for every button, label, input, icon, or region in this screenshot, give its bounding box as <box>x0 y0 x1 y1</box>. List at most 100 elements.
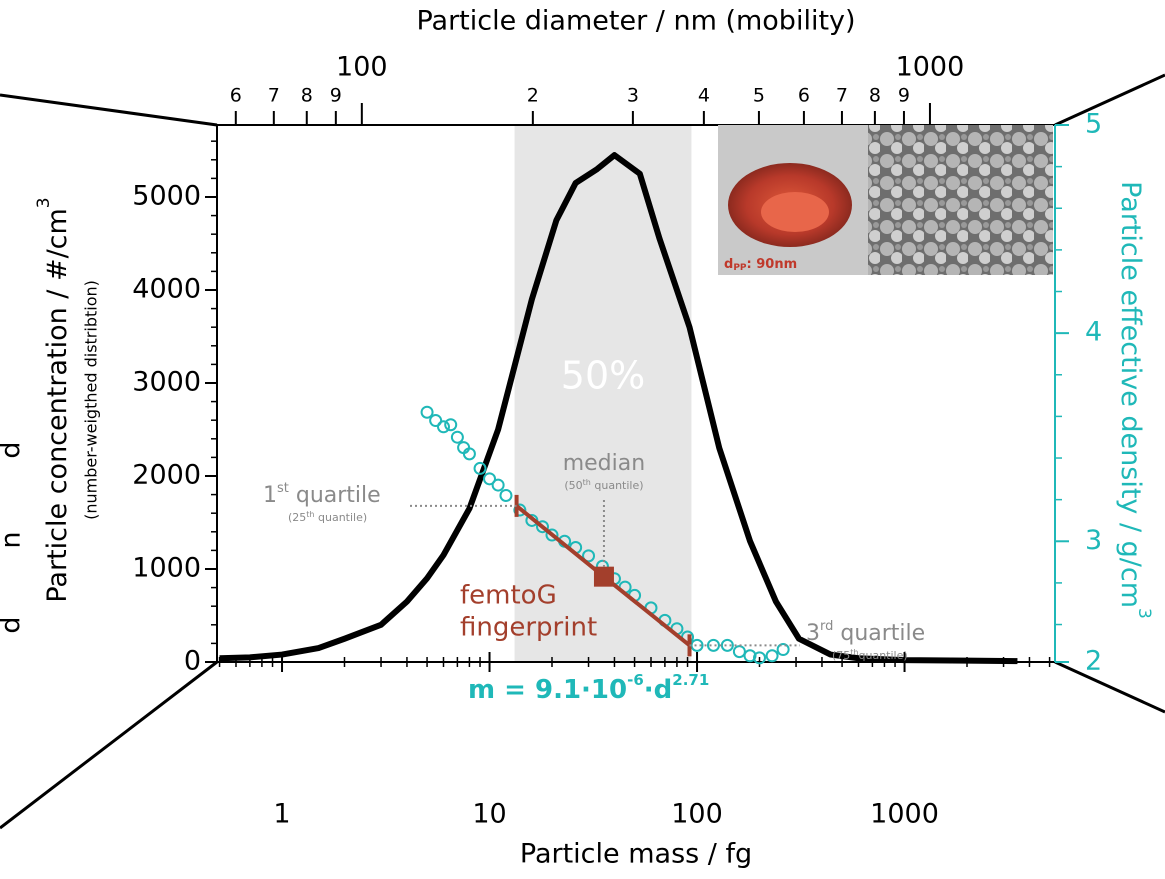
fit-equation-part: ·d <box>644 675 673 705</box>
top-tick-label: 8 <box>301 85 313 107</box>
y2-tick-label: 5 <box>1085 109 1102 140</box>
q3-sublabel-part: (75 <box>832 649 850 662</box>
zoom-line <box>0 660 218 830</box>
q3-sublabel: (75thquantile) <box>832 648 908 663</box>
zoom-line <box>1054 73 1165 127</box>
y-tick-label: 4000 <box>132 273 201 304</box>
powder <box>761 192 829 232</box>
q1-sublabel: (25th quantile) <box>288 510 367 525</box>
y-tick-label: 0 <box>184 646 201 677</box>
top-tick-label: 3 <box>627 85 639 107</box>
x-tick-label: 1000 <box>870 799 939 830</box>
fit-equation-part: -6 <box>627 671 644 689</box>
y-tick-label: 5000 <box>132 180 201 211</box>
y-tick-label: 1000 <box>132 552 201 583</box>
sem-image <box>868 125 1053 275</box>
median-sublabel: (50th quantile) <box>564 478 643 493</box>
density-point <box>444 418 458 432</box>
fingerprint-label: fingerprint <box>460 613 597 643</box>
density-point <box>483 472 497 486</box>
q1-label-part: quartile <box>289 483 381 508</box>
q1-label-part: st <box>277 481 289 496</box>
q3-label-part: rd <box>820 619 833 634</box>
band-label: 50% <box>561 354 645 398</box>
top-tick-label: 8 <box>869 85 881 107</box>
zoom-line <box>1054 660 1165 714</box>
density-point <box>743 649 757 663</box>
top-tick-label: 6 <box>798 85 810 107</box>
median-sublabel-part: (50 <box>564 479 582 492</box>
y2-axis-title-part: 3 <box>1134 608 1154 619</box>
x-tick-label: 1 <box>273 799 290 830</box>
density-point <box>513 503 527 517</box>
y-axis-subtitle: (number-weigthed distribtion) <box>82 280 101 520</box>
q1-label: 1st quartile <box>263 481 381 509</box>
density-point <box>462 447 476 461</box>
top-tick-label: 9 <box>330 85 342 107</box>
density-point <box>776 643 790 657</box>
density-point <box>582 549 596 563</box>
density-point <box>473 461 487 475</box>
density-point <box>545 528 559 542</box>
density-point <box>429 414 443 428</box>
density-point <box>765 649 779 663</box>
y2-tick-label: 3 <box>1085 525 1102 556</box>
top-tick-label: 6 <box>230 85 242 107</box>
top-tick-label: 1000 <box>896 52 965 83</box>
q1-label-part: 1 <box>263 483 277 508</box>
y-axis-title: Particle concentration / #/cm3 <box>34 197 73 602</box>
median-sublabel-part: th <box>583 478 591 487</box>
y2-tick-label: 2 <box>1085 646 1102 677</box>
q3-label: 3rd quartile <box>806 619 925 647</box>
y-axis-title-part: 3 <box>34 197 54 208</box>
density-point <box>706 638 720 652</box>
y-axis-title-part: Particle concentration / #/cm <box>42 208 73 602</box>
y2-axis-title-part: Particle effective density / g/cm <box>1116 181 1147 608</box>
zoom-line <box>0 93 218 127</box>
median-point <box>593 566 614 587</box>
top-tick-label: 5 <box>753 85 765 107</box>
median-label: median <box>563 451 645 476</box>
density-point <box>720 638 734 652</box>
y2-axis-title: Particle effective density / g/cm3 <box>1116 181 1155 619</box>
inset: dPP: 90nm <box>718 125 1053 275</box>
edge-text: n <box>0 531 27 548</box>
top-tick-label: 7 <box>836 85 848 107</box>
edge-text: d <box>0 441 27 458</box>
density-point <box>420 405 434 419</box>
fingerprint-label: femtoG <box>460 581 557 611</box>
density-point <box>450 430 464 444</box>
y-tick-label: 3000 <box>132 366 201 397</box>
median-sublabel-part: quantile) <box>591 479 644 492</box>
y2-tick-label: 4 <box>1085 317 1102 348</box>
density-point <box>732 645 746 659</box>
q3-sublabel-part: th <box>850 648 858 657</box>
q1-sublabel-part: th <box>306 510 314 519</box>
top-tick-label: 4 <box>698 85 710 107</box>
density-point <box>499 488 513 502</box>
fit-equation-part: 2.71 <box>672 671 709 689</box>
q1-sublabel-part: quantile) <box>315 511 368 524</box>
fit-equation: m = 9.1·10-6·d2.71 <box>468 671 709 705</box>
top-tick-label: 9 <box>898 85 910 107</box>
q3-sublabel-part: quantile) <box>859 649 908 662</box>
x-tick-label: 100 <box>671 799 723 830</box>
density-point <box>491 478 505 492</box>
q1-sublabel-part: (25 <box>288 511 306 524</box>
top-axis-title: Particle diameter / nm (mobility) <box>416 6 855 37</box>
top-tick-label: 2 <box>527 85 539 107</box>
x-tick-label: 10 <box>472 799 506 830</box>
concentration-line <box>219 152 1018 665</box>
top-tick-label: 100 <box>336 52 388 83</box>
q3-label-part: quartile <box>833 621 925 646</box>
density-point <box>752 651 766 665</box>
fit-equation-part: m = 9.1·10 <box>468 675 627 705</box>
q3-label-part: 3 <box>806 621 820 646</box>
top-tick-label: 7 <box>268 85 280 107</box>
y-tick-label: 2000 <box>132 459 201 490</box>
density-point <box>436 420 450 434</box>
edge-text: d <box>0 616 27 633</box>
density-point <box>690 638 704 652</box>
density-point <box>535 520 549 534</box>
